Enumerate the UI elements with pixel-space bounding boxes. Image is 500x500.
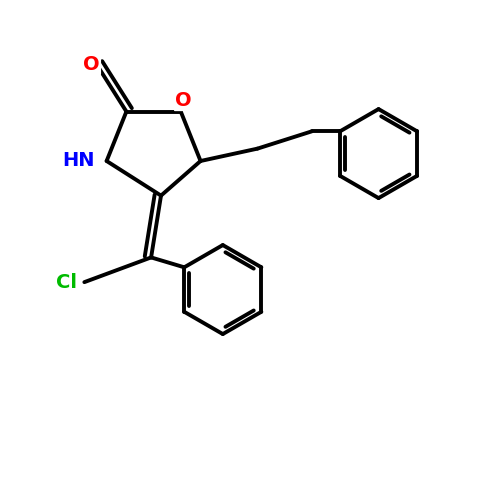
Text: O: O bbox=[175, 91, 192, 110]
Text: Cl: Cl bbox=[56, 272, 77, 291]
Text: HN: HN bbox=[62, 152, 94, 171]
Text: O: O bbox=[84, 55, 100, 74]
